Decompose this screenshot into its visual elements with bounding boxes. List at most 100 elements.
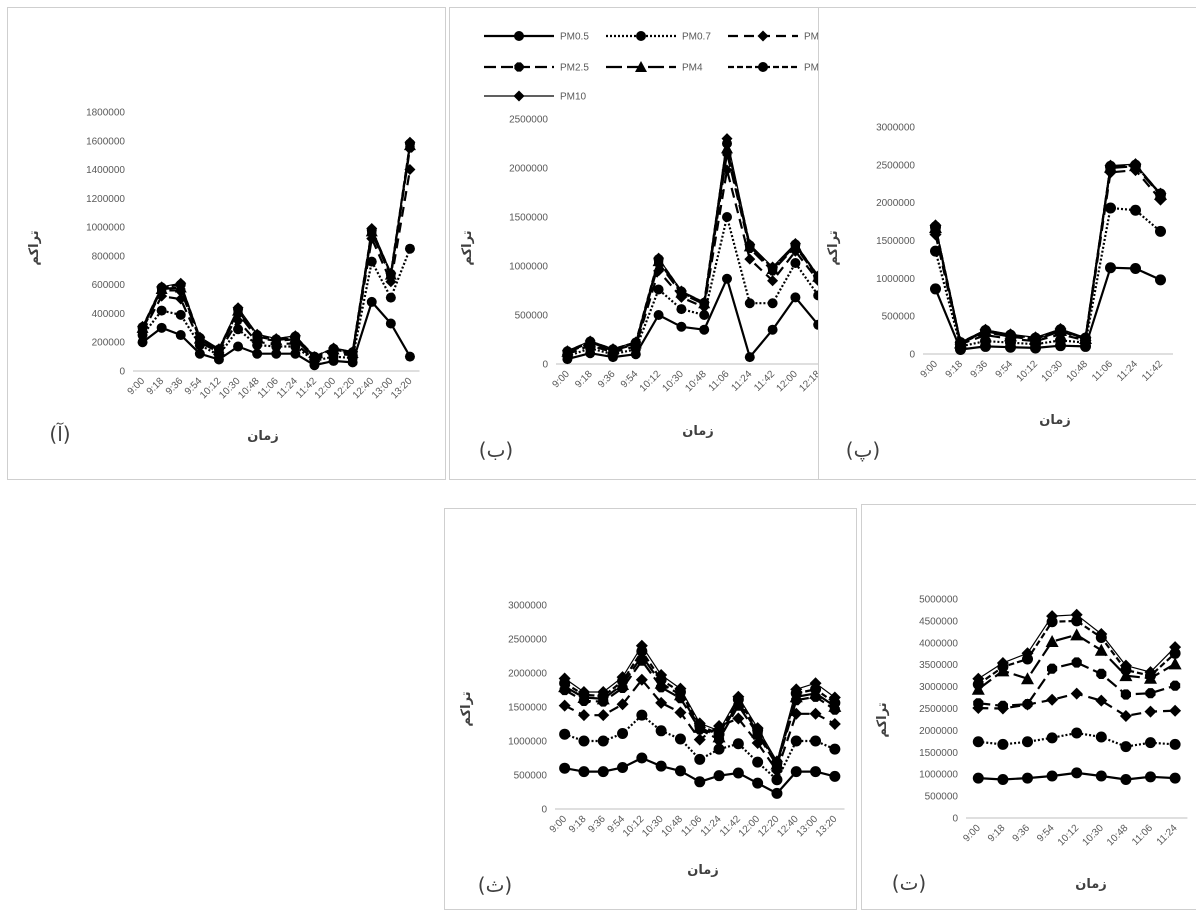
legend-label: PM2.5 bbox=[560, 63, 589, 74]
data-point bbox=[674, 765, 686, 777]
y-tick-label: 3000000 bbox=[508, 601, 547, 612]
data-point bbox=[828, 718, 841, 730]
y-tick-label: 800000 bbox=[92, 251, 126, 262]
data-point bbox=[385, 318, 396, 329]
data-point bbox=[270, 333, 282, 345]
data-point bbox=[812, 270, 818, 282]
data-point bbox=[584, 335, 596, 347]
data-point bbox=[1169, 704, 1182, 717]
data-point bbox=[1155, 274, 1166, 286]
data-point bbox=[404, 136, 416, 148]
series-line-PM7 bbox=[564, 650, 836, 764]
y-tick-label: 4500000 bbox=[919, 616, 958, 627]
y-tick-label: 600000 bbox=[92, 280, 126, 291]
y-axis-label: تراکم bbox=[27, 230, 42, 265]
series-PM2-5 bbox=[973, 657, 1181, 711]
data-point bbox=[732, 690, 745, 703]
y-tick-label: 500000 bbox=[925, 792, 959, 803]
x-tick-label: 11:06 bbox=[1130, 823, 1155, 848]
data-point bbox=[1145, 771, 1156, 783]
series-PM10 bbox=[972, 608, 1182, 685]
data-point bbox=[810, 766, 822, 778]
data-point bbox=[1021, 647, 1034, 660]
data-point bbox=[655, 696, 668, 709]
x-axis-label: زمان bbox=[247, 429, 279, 444]
y-tick-label: 0 bbox=[952, 814, 958, 825]
series-line-PM4 bbox=[934, 164, 1162, 345]
data-point bbox=[194, 331, 206, 343]
data-point bbox=[289, 330, 301, 342]
data-point bbox=[1105, 262, 1116, 274]
y-axis-label: تراکم bbox=[460, 230, 475, 265]
chart-panel-t: 0 500000 1000000 1500000 2000000 2500000 30000… bbox=[861, 504, 1196, 910]
data-point bbox=[385, 267, 397, 279]
data-point bbox=[1070, 608, 1083, 621]
line-chart-th: 0 500000 1000000 1500000 2000000 2500000 30000… bbox=[459, 601, 845, 897]
data-point bbox=[1022, 736, 1033, 748]
series-PM7 bbox=[930, 159, 1166, 349]
x-tick-label: 10:30 bbox=[1040, 359, 1066, 385]
data-point bbox=[732, 738, 744, 750]
data-point bbox=[1047, 663, 1058, 674]
series-PM10 bbox=[929, 158, 1167, 349]
line-chart-p: 0 500000 1000000 1500000 2000000 2500000 30000… bbox=[826, 123, 1173, 462]
data-point bbox=[655, 725, 667, 737]
data-point bbox=[597, 709, 610, 722]
data-point bbox=[713, 743, 725, 755]
data-point bbox=[635, 673, 648, 686]
x-tick-label: 9:00 bbox=[550, 369, 572, 391]
x-tick-label: 9:00 bbox=[126, 376, 148, 398]
data-point bbox=[675, 285, 687, 297]
data-point bbox=[1130, 262, 1141, 274]
x-tick-label: 11:24 bbox=[1115, 359, 1140, 384]
chart-panel-a: 0 200000 400000 600000 800000 1000000 1200000 1… bbox=[7, 7, 446, 480]
data-point bbox=[597, 735, 609, 747]
data-point bbox=[732, 712, 745, 725]
series-PM4 bbox=[558, 649, 842, 770]
data-point bbox=[972, 772, 984, 784]
data-point bbox=[1130, 204, 1141, 216]
data-point bbox=[617, 728, 629, 740]
data-point bbox=[1071, 657, 1082, 668]
series-PM10 bbox=[561, 133, 818, 357]
x-tick-label: 9:36 bbox=[596, 369, 618, 391]
data-point bbox=[752, 777, 764, 789]
x-tick-label: 9:18 bbox=[986, 823, 1008, 845]
data-point bbox=[558, 672, 571, 685]
x-tick-label: 13:20 bbox=[814, 814, 840, 840]
data-point bbox=[789, 237, 801, 249]
y-tick-label: 500000 bbox=[515, 311, 549, 322]
data-point bbox=[655, 760, 667, 772]
legend-item: PM bbox=[728, 62, 818, 74]
data-point bbox=[674, 706, 687, 719]
data-point bbox=[308, 351, 320, 363]
legend-marker bbox=[636, 31, 646, 41]
x-tick-label: 9:00 bbox=[961, 823, 983, 845]
data-point bbox=[972, 736, 984, 748]
y-tick-label: 200000 bbox=[92, 338, 126, 349]
data-point bbox=[559, 728, 571, 740]
series-PM0-7 bbox=[930, 202, 1166, 352]
data-point bbox=[751, 722, 764, 735]
series-PM0-7 bbox=[559, 709, 841, 786]
legend-marker bbox=[513, 90, 525, 102]
x-tick-label: 10:48 bbox=[1105, 823, 1131, 849]
data-point bbox=[1119, 709, 1132, 722]
data-point bbox=[1144, 666, 1157, 679]
data-point bbox=[630, 336, 642, 348]
data-point bbox=[1120, 689, 1131, 700]
x-tick-label: 11:24 bbox=[699, 814, 724, 839]
series-PM0-5 bbox=[562, 273, 818, 365]
data-point bbox=[722, 273, 732, 284]
y-tick-label: 1500000 bbox=[509, 213, 548, 224]
y-tick-label: 1500000 bbox=[508, 703, 547, 714]
y-tick-label: 1000000 bbox=[509, 262, 548, 273]
y-tick-label: 5000000 bbox=[919, 595, 958, 606]
data-point bbox=[979, 323, 992, 336]
y-tick-label: 1500000 bbox=[876, 236, 915, 247]
panel-label: (پ) bbox=[846, 438, 880, 462]
x-tick-label: 9:18 bbox=[944, 359, 966, 381]
series-line-PM7 bbox=[934, 164, 1162, 344]
legend-marker bbox=[514, 62, 524, 72]
y-tick-label: 0 bbox=[119, 367, 125, 378]
